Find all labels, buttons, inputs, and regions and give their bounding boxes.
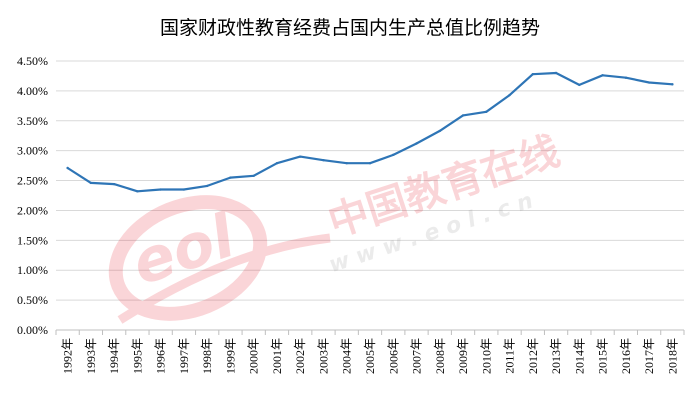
y-tick-label: 2.00% bbox=[17, 203, 48, 217]
data-point bbox=[299, 155, 302, 158]
x-tick-label: 1995年 bbox=[130, 338, 144, 374]
y-tick-label: 2.50% bbox=[17, 174, 48, 188]
x-tick-label: 2011年 bbox=[503, 338, 517, 374]
watermark-logo-streak bbox=[117, 233, 331, 324]
data-point bbox=[182, 188, 186, 191]
x-tick-label: 1993年 bbox=[84, 338, 98, 374]
data-point bbox=[531, 72, 535, 76]
x-tick-label: 2005年 bbox=[363, 338, 377, 374]
data-point bbox=[89, 181, 93, 185]
series-line bbox=[66, 71, 674, 193]
x-tick-label: 2000年 bbox=[247, 338, 261, 374]
watermark-logo-swoosh bbox=[108, 195, 268, 321]
y-tick-label: 4.50% bbox=[17, 54, 48, 68]
x-tick-label: 1998年 bbox=[200, 338, 214, 374]
x-tick-label: 1999年 bbox=[223, 338, 237, 374]
data-point bbox=[66, 166, 69, 170]
watermark-logo-text: eol bbox=[124, 201, 244, 300]
data-point bbox=[554, 71, 558, 75]
data-point bbox=[112, 182, 116, 186]
x-tick-label: 2013年 bbox=[549, 338, 563, 374]
x-tick-label: 2008年 bbox=[433, 338, 447, 374]
data-point bbox=[461, 114, 465, 117]
x-tick-label: 2006年 bbox=[386, 338, 400, 374]
x-tick-label: 2017年 bbox=[642, 338, 656, 374]
y-tick-label: 0.00% bbox=[17, 323, 48, 337]
y-tick-label: 3.50% bbox=[17, 114, 48, 128]
x-tick-label: 2002年 bbox=[293, 338, 307, 374]
data-point bbox=[508, 93, 511, 97]
x-tick-label: 2015年 bbox=[596, 338, 610, 374]
data-point bbox=[671, 83, 674, 86]
x-tick-label: 1997年 bbox=[177, 338, 191, 374]
y-axis-ticks: 0.00% 0.50% 1.00% 1.50% 2.00% 2.50% 3.00% 3.50%… bbox=[17, 54, 48, 337]
data-point bbox=[368, 162, 372, 165]
y-tick-label: 3.00% bbox=[17, 144, 48, 158]
x-tick-label: 2014年 bbox=[572, 338, 586, 374]
data-point bbox=[392, 153, 395, 157]
data-point bbox=[252, 174, 255, 177]
data-point bbox=[624, 76, 628, 79]
x-tick-label: 2003年 bbox=[316, 338, 330, 374]
data-point bbox=[415, 142, 418, 145]
data-point bbox=[322, 159, 325, 162]
x-tick-label: 2007年 bbox=[410, 338, 424, 374]
data-point bbox=[205, 184, 209, 188]
x-tick-label: 2001年 bbox=[270, 338, 284, 374]
x-tick-label: 2010年 bbox=[479, 338, 493, 374]
x-tick-label: 1996年 bbox=[154, 338, 168, 374]
data-point bbox=[275, 162, 279, 165]
data-point bbox=[438, 129, 441, 133]
data-point bbox=[159, 188, 162, 191]
y-tick-label: 4.00% bbox=[17, 84, 48, 98]
x-tick-label: 1992年 bbox=[61, 338, 75, 374]
data-point bbox=[647, 81, 651, 84]
data-point bbox=[136, 190, 139, 193]
eol-watermark: eol 中国教育在线 w w w . e o l . c n bbox=[108, 128, 565, 324]
x-tick-label: 2018年 bbox=[665, 338, 679, 374]
data-point bbox=[578, 83, 581, 87]
x-axis: 1992年 1993年 1994年 1995年 1996年 1997年 1998年 1999年… bbox=[55, 329, 685, 374]
y-tick-label: 0.50% bbox=[17, 293, 48, 307]
data-point bbox=[345, 162, 348, 165]
chart-title: 国家财政性教育经费占国内生产总值比例趋势 bbox=[160, 17, 540, 39]
x-tick-label: 1994年 bbox=[107, 338, 121, 374]
x-tick-label: 2004年 bbox=[340, 338, 354, 374]
x-tick-label: 2009年 bbox=[456, 338, 470, 374]
data-point bbox=[601, 74, 604, 77]
gridlines bbox=[56, 60, 684, 301]
x-tick-label: 2012年 bbox=[526, 338, 540, 374]
y-tick-label: 1.50% bbox=[17, 233, 48, 247]
data-point bbox=[229, 176, 232, 179]
data-point bbox=[485, 110, 488, 114]
y-tick-label: 1.00% bbox=[17, 263, 48, 277]
x-tick-label: 2016年 bbox=[619, 338, 633, 374]
